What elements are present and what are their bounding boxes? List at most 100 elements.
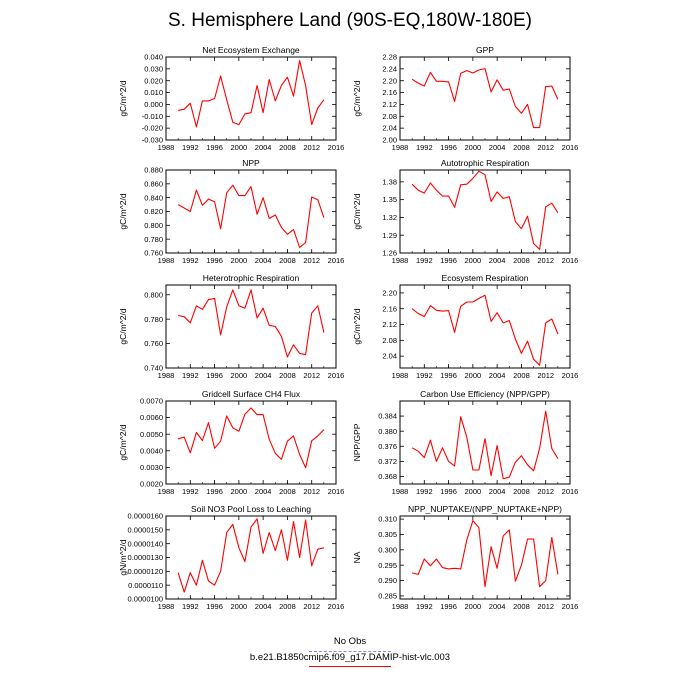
y-tick-label: 0.372: [378, 457, 397, 466]
y-tick-label: 2.16: [382, 88, 397, 97]
y-tick-label: 0.840: [144, 193, 163, 202]
legend-entry-model: b.e21.B1850cmip6.f09_g17.DAMIP-hist-vlc.…: [250, 652, 450, 667]
y-tick-label: 2.12: [382, 320, 397, 329]
x-tick-label: 2000: [465, 371, 482, 380]
x-tick-label: 2012: [303, 487, 320, 496]
legend-entry-obs: No Obs: [309, 636, 391, 652]
y-axis-label: gN/m^2/d: [118, 539, 128, 575]
x-tick-label: 1992: [182, 487, 199, 496]
x-tick-label: 1988: [158, 487, 175, 496]
x-tick-label: 2008: [279, 602, 296, 611]
y-tick-label: 1.38: [382, 177, 397, 186]
chart-panel-6: Gridcell Surface CH4 Flux gC/m^2/d 1988 199…: [118, 389, 344, 496]
x-tick-label: 1988: [158, 371, 175, 380]
y-tick-label: 2.08: [382, 336, 397, 345]
chart-panel-9: NPP_NUPTAKE/(NPP_NUPTAKE+NPP) NA 1988 1992 1…: [352, 504, 578, 611]
x-tick-label: 2004: [489, 143, 506, 152]
x-tick-label: 2016: [328, 256, 345, 265]
y-axis-label: gC/m^2/d: [352, 193, 362, 229]
series-line: [177, 184, 325, 249]
chart-panel-0: Net Ecosystem Exchange gC/m^2/d 1988 1992 19…: [118, 45, 344, 152]
y-tick-label: 0.300: [378, 545, 397, 554]
x-tick-label: 2008: [513, 143, 530, 152]
y-tick-label: 0.000: [144, 100, 163, 109]
x-tick-label: 2012: [537, 371, 554, 380]
x-tick-label: 1992: [416, 487, 433, 496]
y-tick-label: 0.380: [378, 427, 397, 436]
x-tick-label: 2000: [231, 602, 248, 611]
x-tick-label: 1996: [440, 602, 457, 611]
plot-frame: [165, 169, 337, 254]
y-tick-label: 0.305: [378, 530, 397, 539]
x-tick-label: 2004: [489, 371, 506, 380]
series-line: [177, 289, 325, 358]
panel-title: NPP: [242, 158, 260, 168]
x-tick-label: 1992: [416, 256, 433, 265]
y-tick-label: 2.04: [382, 124, 397, 133]
x-tick-label: 1992: [416, 371, 433, 380]
y-tick-label: 0.290: [378, 576, 397, 585]
y-tick-label: 0.310: [378, 515, 397, 524]
y-tick-label: 0.800: [144, 221, 163, 230]
x-tick-label: 2008: [513, 371, 530, 380]
y-tick-label: 0.0000150: [128, 525, 163, 534]
x-tick-label: 1996: [206, 371, 223, 380]
panel-title: Net Ecosystem Exchange: [202, 45, 300, 55]
x-tick-label: 2004: [489, 487, 506, 496]
x-tick-label: 1988: [392, 256, 409, 265]
legend-label-obs: No Obs: [333, 636, 367, 647]
y-tick-label: 0.0050: [140, 430, 163, 439]
x-tick-label: 2012: [303, 371, 320, 380]
x-tick-label: 2008: [279, 487, 296, 496]
x-tick-label: 2012: [537, 487, 554, 496]
y-tick-label: 2.04: [382, 352, 397, 361]
plot-frame: [165, 56, 337, 141]
y-axis-label: gC/m^2/d: [352, 308, 362, 344]
plot-frame: [399, 400, 571, 485]
x-tick-label: 2000: [465, 143, 482, 152]
y-tick-label: -0.010: [142, 112, 163, 121]
panel-title: Autotrophic Respiration: [441, 158, 530, 168]
y-tick-label: 0.0040: [140, 446, 163, 455]
x-tick-label: 2004: [489, 256, 506, 265]
y-tick-label: 2.20: [382, 289, 397, 298]
y-tick-label: 0.760: [144, 249, 163, 258]
panel-title: Carbon Use Efficiency (NPP/GPP): [420, 389, 550, 399]
y-tick-label: 0.0000100: [128, 595, 163, 604]
x-tick-label: 1992: [416, 602, 433, 611]
x-tick-label: 2000: [231, 256, 248, 265]
x-tick-label: 2008: [279, 143, 296, 152]
y-tick-label: 1.35: [382, 195, 397, 204]
x-tick-label: 1988: [392, 371, 409, 380]
x-tick-label: 2000: [465, 602, 482, 611]
legend-label-model: b.e21.B1850cmip6.f09_g17.DAMIP-hist-vlc.…: [249, 652, 451, 663]
y-tick-label: 2.28: [382, 53, 397, 62]
x-tick-label: 1988: [392, 143, 409, 152]
x-tick-label: 2008: [279, 371, 296, 380]
y-tick-label: 0.0030: [140, 463, 163, 472]
x-tick-label: 2012: [303, 256, 320, 265]
y-tick-label: 0.780: [144, 235, 163, 244]
plot-frame: [165, 284, 337, 369]
chart-panel-8: Soil NO3 Pool Loss to Leaching gN/m^2/d 19…: [118, 504, 344, 611]
y-tick-label: 2.24: [382, 64, 397, 73]
y-tick-label: 0.040: [144, 53, 163, 62]
x-tick-label: 2004: [255, 371, 272, 380]
x-tick-label: 2012: [303, 602, 320, 611]
chart-panel-5: Ecosystem Respiration gC/m^2/d 1988 1992 199…: [352, 273, 578, 380]
y-tick-label: 0.020: [144, 76, 163, 85]
x-tick-label: 1988: [158, 256, 175, 265]
chart-panel-3: Autotrophic Respiration gC/m^2/d 1988 1992 1…: [352, 158, 578, 265]
y-tick-label: 0.384: [378, 412, 397, 421]
y-tick-label: -0.030: [142, 136, 163, 145]
x-tick-label: 2004: [255, 602, 272, 611]
y-tick-label: 0.376: [378, 442, 397, 451]
x-tick-label: 1992: [182, 143, 199, 152]
y-tick-label: 0.740: [144, 364, 163, 373]
legend-swatch-model: [308, 666, 391, 667]
y-tick-label: 0.880: [144, 166, 163, 175]
x-tick-label: 2016: [328, 371, 345, 380]
series-line: [411, 410, 559, 480]
x-tick-label: 2016: [562, 143, 579, 152]
